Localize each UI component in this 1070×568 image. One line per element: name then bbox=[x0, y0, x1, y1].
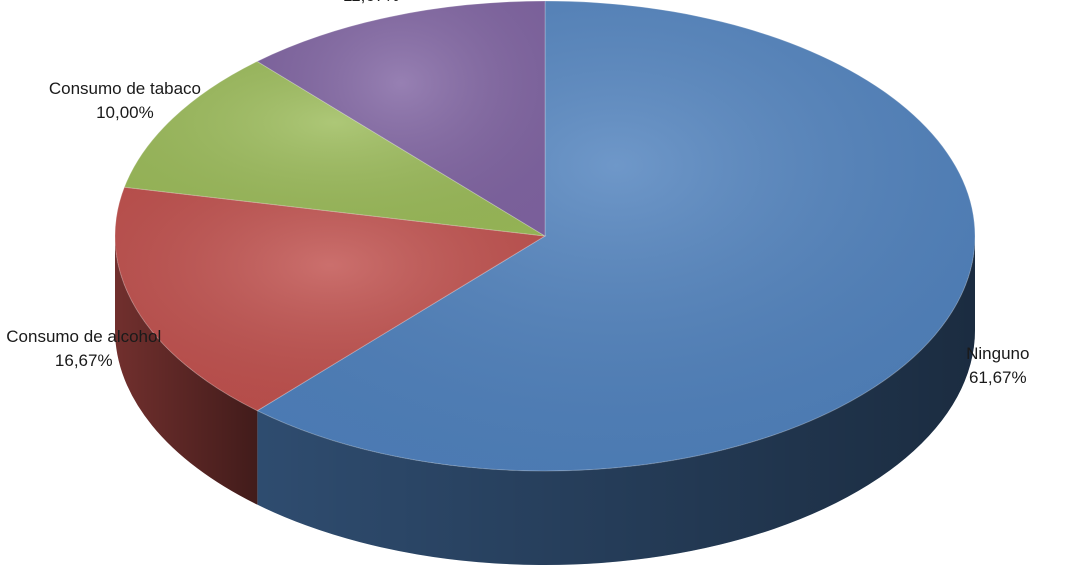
pie-side-walls bbox=[115, 236, 976, 565]
slice-value: 11,67% bbox=[343, 0, 399, 8]
slice-wall-shade-0 bbox=[257, 236, 976, 565]
pie-slices bbox=[114, 0, 976, 472]
pie-slice-shade-3 bbox=[257, 1, 545, 236]
slice-value: 61,67% bbox=[968, 368, 1027, 388]
pie-slice-shade-1 bbox=[115, 187, 545, 411]
data-label-consumo-de-alcohol: Consumo de alcohol 16,67% bbox=[6, 325, 161, 373]
slice-name: Consumo de tabaco bbox=[48, 79, 202, 99]
slice-name: Ninguno bbox=[966, 344, 1030, 364]
data-label-ambos: Ambos11,67% bbox=[343, 0, 399, 8]
pie-slice-shade-2 bbox=[124, 61, 545, 237]
data-label-ninguno: Ninguno 61,67% bbox=[966, 342, 1029, 390]
slice-value: 16,67% bbox=[54, 350, 113, 370]
pie-slice-shade-0 bbox=[257, 1, 976, 471]
data-label-consumo-de-tabaco: Consumo de tabaco 10,00% bbox=[49, 77, 201, 125]
slice-name: Consumo de alcohol bbox=[6, 326, 162, 346]
slice-wall-shade-1 bbox=[115, 236, 258, 505]
slice-value: 10,00% bbox=[96, 103, 154, 123]
